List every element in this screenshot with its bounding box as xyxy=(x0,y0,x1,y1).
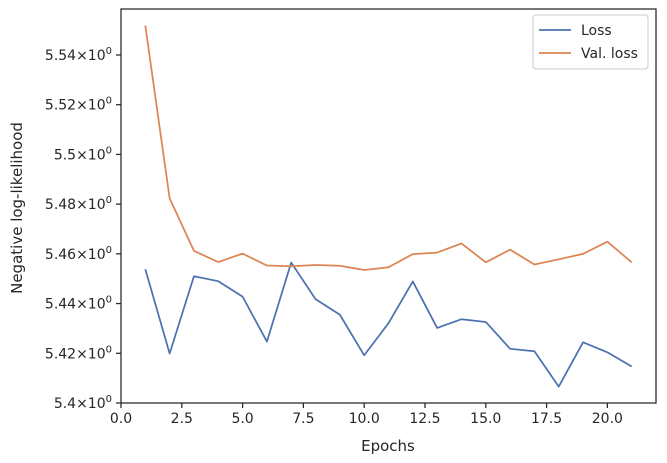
x-tick-label: 0.0 xyxy=(110,411,132,427)
x-tick-label: 7.5 xyxy=(292,411,314,427)
x-tick-label: 5.0 xyxy=(231,411,253,427)
legend: Loss Val. loss xyxy=(532,14,649,70)
y-tick-label: 5.44×100 xyxy=(45,295,112,313)
x-tick-label: 15.0 xyxy=(470,411,501,427)
y-tick-label: 5.4×100 xyxy=(54,394,112,412)
y-axis-label: Negative log-likelihood xyxy=(8,122,26,294)
x-tick-label: 17.5 xyxy=(531,411,562,427)
y-axis-ticks: 5.4×100 5.42×100 5.44×100 5.46×100 5.48×100 5… xyxy=(45,46,121,412)
x-tick-label: 2.5 xyxy=(171,411,193,427)
x-tick-label: 12.5 xyxy=(409,411,440,427)
y-tick-label: 5.5×100 xyxy=(54,145,112,163)
series-line-loss xyxy=(144,261,633,388)
y-tick-label: 5.54×100 xyxy=(45,46,112,64)
legend-box xyxy=(532,14,649,70)
series-line-val-loss xyxy=(144,25,633,271)
series-lines xyxy=(144,25,633,388)
x-tick-label: 10.0 xyxy=(349,411,380,427)
y-tick-label: 5.42×100 xyxy=(45,344,112,362)
x-axis-label: Epochs xyxy=(361,437,415,455)
x-axis-ticks: 0.0 2.5 5.0 7.5 10.0 12.5 15.0 17.5 20.0 xyxy=(110,403,623,427)
legend-label-loss: Loss xyxy=(581,23,612,39)
x-tick-label: 20.0 xyxy=(592,411,623,427)
y-tick-label: 5.48×100 xyxy=(45,195,112,213)
y-tick-label: 5.46×100 xyxy=(45,245,112,263)
y-tick-label: 5.52×100 xyxy=(45,96,112,114)
legend-label-val-loss: Val. loss xyxy=(581,46,638,62)
plot-area xyxy=(120,8,657,404)
